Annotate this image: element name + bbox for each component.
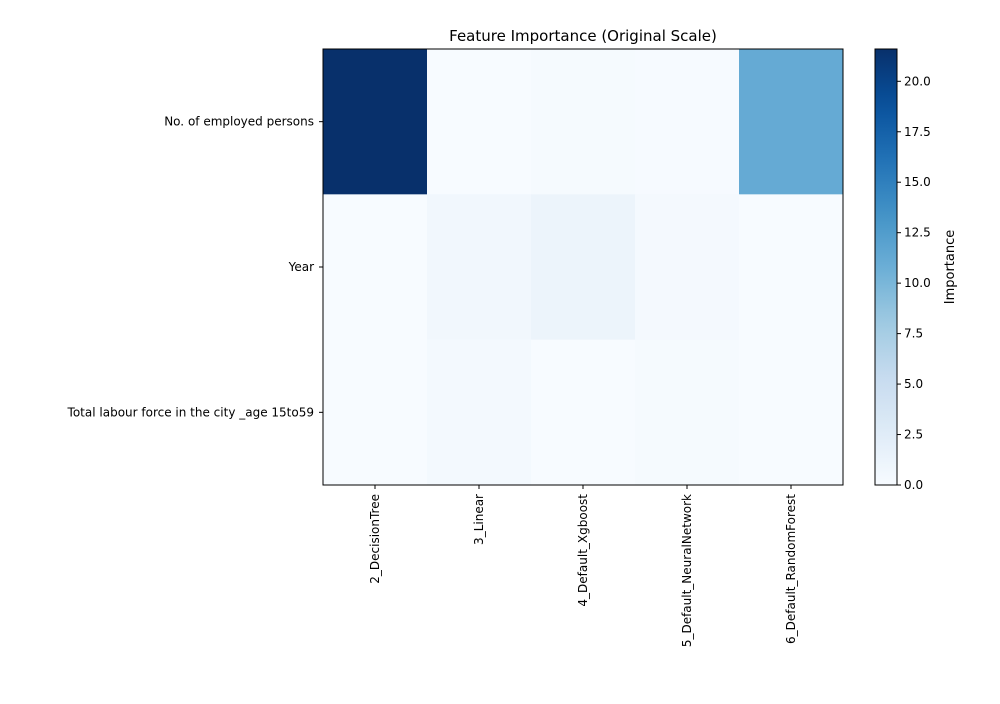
chart-title: Feature Importance (Original Scale)	[449, 27, 717, 45]
colorbar-tick-label: 12.5	[904, 226, 931, 240]
x-tick-label: 5_Default_NeuralNetwork	[680, 494, 694, 647]
colorbar-tick-label: 10.0	[904, 276, 931, 290]
heatmap-cell	[531, 194, 636, 341]
heatmap-cells	[323, 49, 844, 486]
heatmap-cell	[739, 194, 844, 341]
x-tick-label: 4_Default_Xgboost	[576, 494, 590, 607]
heatmap-cell	[635, 194, 740, 341]
heatmap-cell	[635, 339, 740, 486]
colorbar-tick-label: 15.0	[904, 175, 931, 189]
x-tick-label: 3_Linear	[472, 494, 486, 545]
y-axis: No. of employed persons Year Total labour …	[67, 115, 323, 419]
colorbar-tick-label: 5.0	[904, 377, 923, 391]
colorbar-tick-label: 0.0	[904, 478, 923, 492]
colorbar-scale	[875, 49, 897, 485]
colorbar-label: Importance	[943, 230, 958, 305]
x-axis: 2_DecisionTree 3_Linear 4_Default_Xgboost 5…	[368, 485, 798, 647]
heatmap-cell	[531, 339, 636, 486]
colorbar: 0.0 2.5 5.0 7.5 10.0 12.5 15.0 17.5 20.0 Importa…	[874, 48, 958, 492]
colorbar-ticks: 0.0 2.5 5.0 7.5 10.0 12.5 15.0 17.5 20.0	[897, 74, 931, 492]
heatmap-cell	[635, 49, 740, 195]
x-tick-label: 6_Default_RandomForest	[784, 494, 798, 644]
x-tick-label: 2_DecisionTree	[368, 494, 382, 584]
colorbar-tick-label: 2.5	[904, 428, 923, 442]
y-tick-label: Total labour force in the city _age 15to…	[67, 405, 314, 419]
heatmap-cell	[531, 49, 636, 195]
colorbar-tick-label: 20.0	[904, 74, 931, 88]
colorbar-tick-label: 17.5	[904, 125, 931, 139]
heatmap-cell	[427, 194, 532, 341]
y-tick-label: No. of employed persons	[164, 115, 314, 129]
colorbar-frame	[874, 48, 898, 486]
colorbar-tick-label: 7.5	[904, 327, 923, 341]
heatmap-cell	[427, 339, 532, 486]
heatmap-cell	[739, 49, 844, 195]
heatmap-cell	[323, 194, 428, 341]
heatmap-cell	[427, 49, 532, 195]
heatmap-cell	[739, 339, 844, 486]
heatmap-cell	[323, 49, 428, 195]
heatmap-cell	[323, 339, 428, 486]
y-tick-label: Year	[288, 260, 314, 274]
